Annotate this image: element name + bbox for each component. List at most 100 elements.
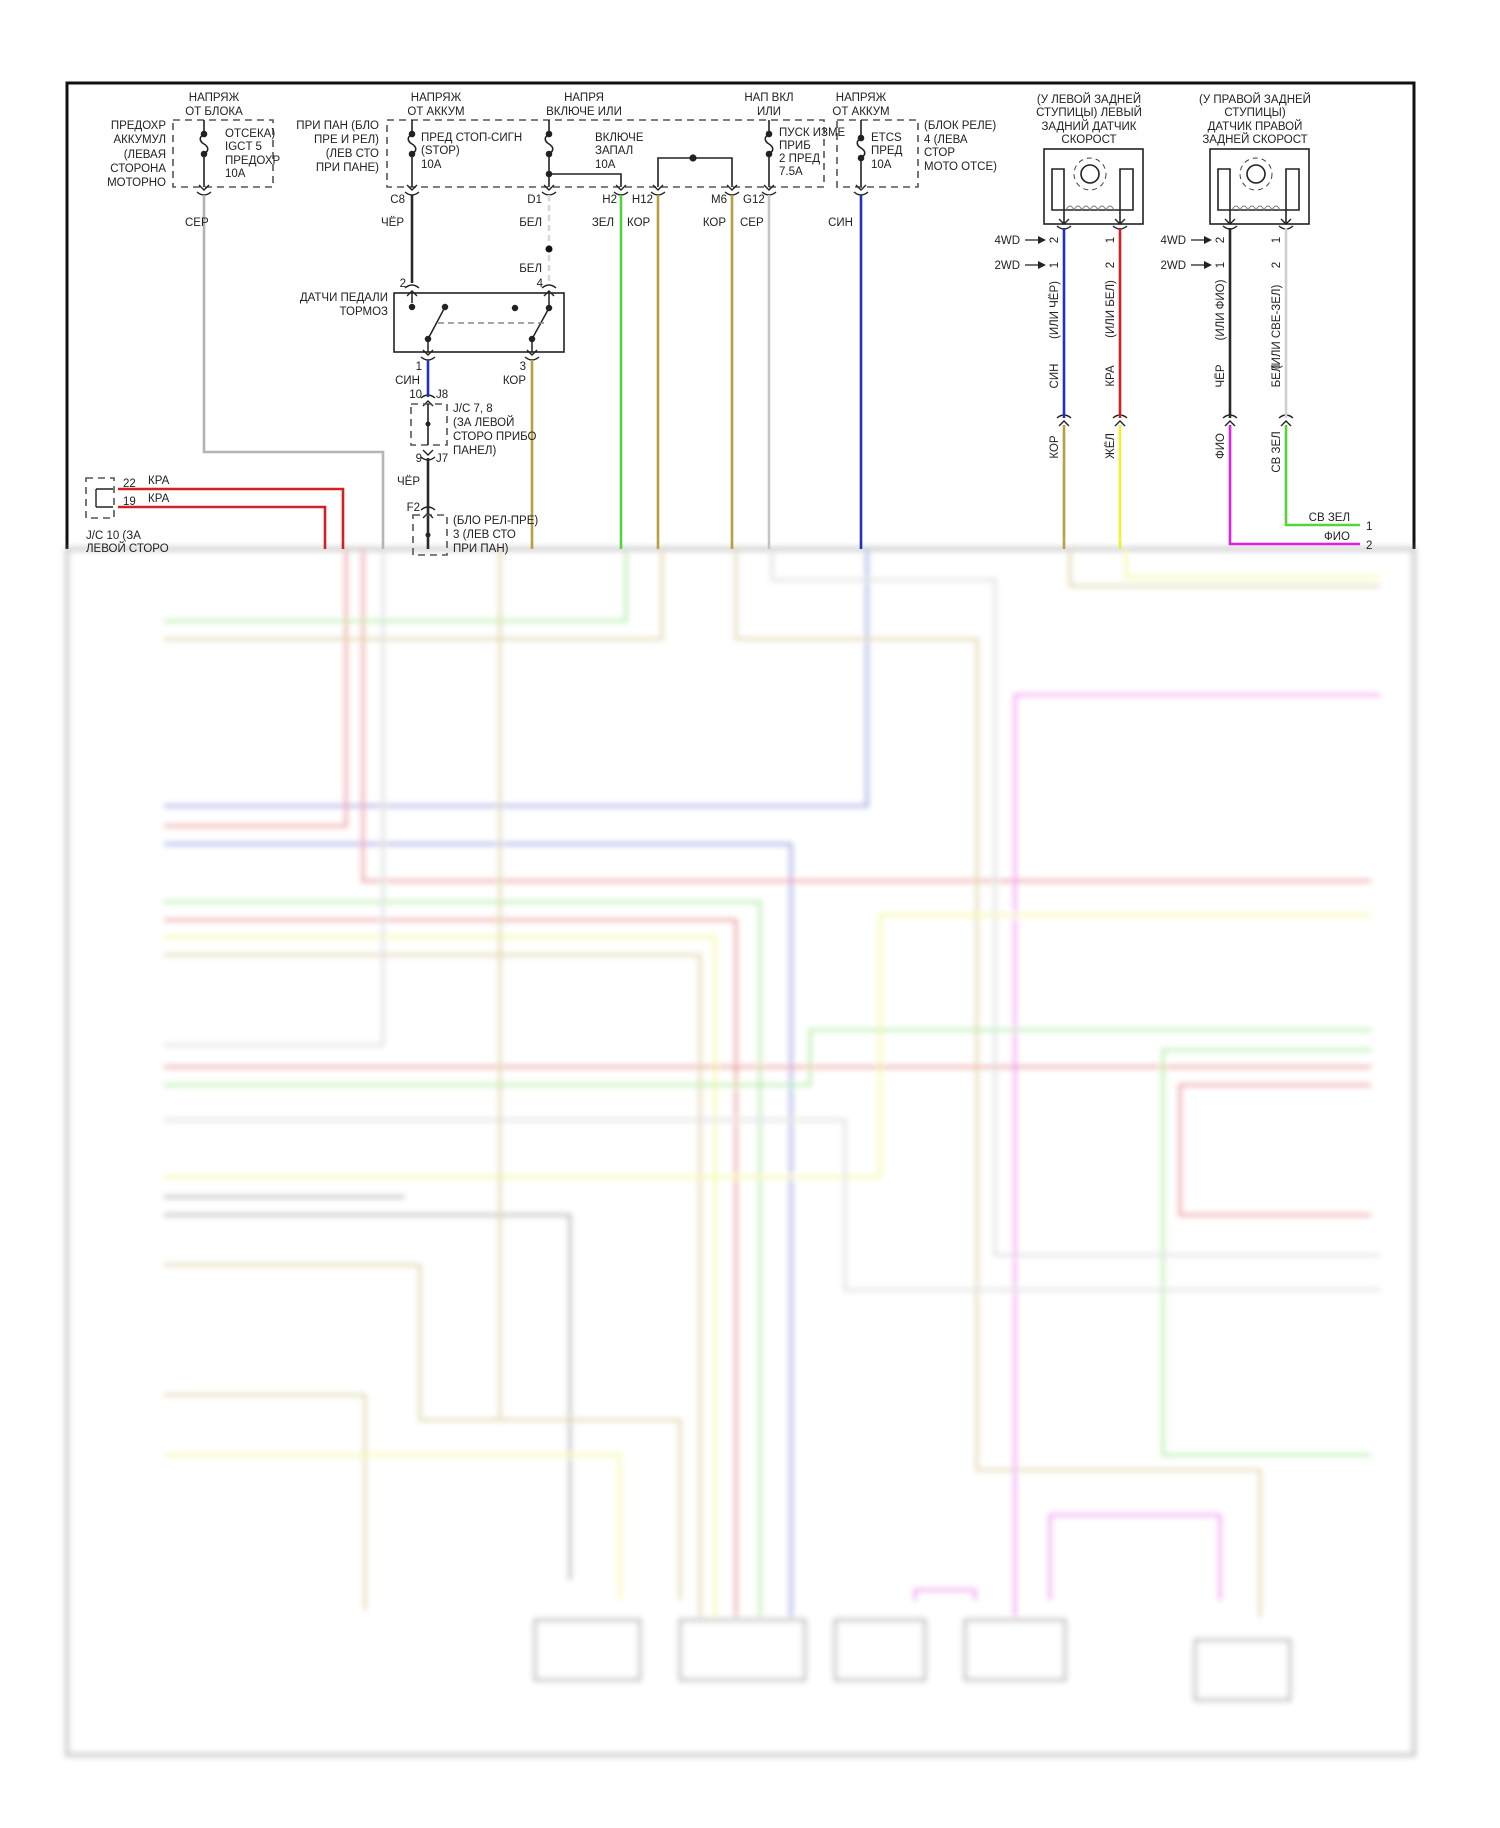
svg-text:ИЛИ: ИЛИ xyxy=(757,106,781,118)
svg-text:(ЗА ЛЕВОЙ: (ЗА ЛЕВОЙ xyxy=(453,416,514,429)
junction-connector-7-8: 10 J8 9 J7 J/C 7, 8 (ЗА ЛЕВОЙ СТОРО ПРИБ… xyxy=(409,389,536,465)
svg-text:1: 1 xyxy=(1215,262,1227,268)
svg-text:ПРЕДОХР: ПРЕДОХР xyxy=(111,120,166,132)
svg-text:СТУПИЦЫ) ЛЕВЫЙ: СТУПИЦЫ) ЛЕВЫЙ xyxy=(1036,106,1142,119)
svg-text:СТУПИЦЫ): СТУПИЦЫ) xyxy=(1224,107,1285,119)
svg-text:1: 1 xyxy=(1105,237,1117,243)
ignition-splice xyxy=(545,170,622,187)
top-wires xyxy=(118,195,863,549)
svg-text:H2: H2 xyxy=(602,194,617,206)
svg-text:ЗАДНИЙ ДАТЧИК: ЗАДНИЙ ДАТЧИК xyxy=(1041,120,1136,133)
svg-text:КОР: КОР xyxy=(1049,435,1061,459)
svg-text:ПУСК ИЗМЕ: ПУСК ИЗМЕ xyxy=(779,127,846,139)
svg-text:НАПРЯ: НАПРЯ xyxy=(564,92,604,104)
svg-text:J/C 7, 8: J/C 7, 8 xyxy=(453,403,493,415)
svg-text:2: 2 xyxy=(1105,262,1117,268)
svg-text:НАПРЯЖ: НАПРЯЖ xyxy=(836,92,887,104)
svg-text:ПРИ ПАНЕ): ПРИ ПАНЕ) xyxy=(316,162,379,174)
svg-text:СИН: СИН xyxy=(395,375,420,387)
engine-fuse-box xyxy=(172,119,274,188)
svg-text:10A: 10A xyxy=(871,159,892,171)
svg-text:IGCT 5: IGCT 5 xyxy=(225,141,262,153)
fuse-icon xyxy=(407,120,417,187)
left-rear-speed-sensor: (У ЛЕВОЙ ЗАДНЕЙ СТУПИЦЫ) ЛЕВЫЙ ЗАДНИЙ ДА… xyxy=(994,93,1144,549)
svg-text:ФИО: ФИО xyxy=(1215,433,1227,459)
svg-text:10A: 10A xyxy=(421,159,442,171)
svg-text:СТОРОНА: СТОРОНА xyxy=(110,163,166,175)
svg-text:ОТ АККУМ: ОТ АККУМ xyxy=(832,106,889,118)
svg-text:C8: C8 xyxy=(390,194,405,206)
svg-text:G12: G12 xyxy=(743,194,765,206)
svg-text:4WD: 4WD xyxy=(994,235,1020,247)
svg-text:2: 2 xyxy=(1215,237,1227,243)
svg-text:ПРЕДОХР: ПРЕДОХР xyxy=(225,155,280,167)
svg-text:2: 2 xyxy=(1366,540,1372,552)
svg-text:МОТОРНО: МОТОРНО xyxy=(107,177,166,189)
fuse-box-labels: ПРЕДОХР АККУМУЛ (ЛЕВАЯ СТОРОНА МОТОРНО О… xyxy=(107,120,997,189)
svg-text:БЕЛ: БЕЛ xyxy=(1271,365,1283,388)
svg-text:J8: J8 xyxy=(436,389,448,401)
svg-text:СИН: СИН xyxy=(1049,364,1061,389)
relay-block-3: F2 (БЛО РЕЛ-ПРЕ) 3 (ЛЕВ СТО ПРИ ПАН) xyxy=(407,502,538,556)
svg-text:(ИЛИ БЕЛ): (ИЛИ БЕЛ) xyxy=(1105,280,1117,338)
svg-text:(ЛЕВАЯ: (ЛЕВАЯ xyxy=(124,149,166,161)
svg-text:НАПРЯЖ: НАПРЯЖ xyxy=(189,92,240,104)
h12-m6-bridge xyxy=(657,154,733,187)
svg-text:ПРЕД СТОП-СИГН: ПРЕД СТОП-СИГН xyxy=(421,132,522,144)
svg-text:ТОРМОЗ: ТОРМОЗ xyxy=(340,306,389,318)
panel-fuse-box xyxy=(386,119,825,188)
svg-text:НАП ВКЛ: НАП ВКЛ xyxy=(744,92,793,104)
fuse-icon xyxy=(856,120,866,187)
svg-text:СВ ЗЕЛ: СВ ЗЕЛ xyxy=(1271,431,1283,472)
svg-text:2 ПРЕД: 2 ПРЕД xyxy=(779,153,820,165)
svg-text:КОР: КОР xyxy=(627,217,651,229)
svg-text:ЧЁР: ЧЁР xyxy=(381,217,404,229)
svg-text:КОР: КОР xyxy=(503,375,527,387)
svg-text:ПРИ ПАН (БЛО: ПРИ ПАН (БЛО xyxy=(296,120,379,132)
svg-text:10A: 10A xyxy=(595,159,616,171)
svg-text:ОТСЕКА): ОТСЕКА) xyxy=(225,128,275,140)
wire-color-labels: СЕР ЧЁР БЕЛ ЗЕЛ КОР КОР СЕР СИН БЕЛ СИН … xyxy=(148,217,853,505)
blurred-lower-diagram xyxy=(65,547,1416,1757)
right-rear-speed-sensor: (У ПРАВОЙ ЗАДНЕЙ СТУПИЦЫ) ДАТЧИК ПРАВОЙ … xyxy=(1160,93,1372,552)
svg-text:СКОРОСТ: СКОРОСТ xyxy=(1061,134,1116,146)
svg-text:ОТ АККУМ: ОТ АККУМ xyxy=(407,106,464,118)
svg-text:D1: D1 xyxy=(527,194,542,206)
svg-text:1: 1 xyxy=(1271,237,1283,243)
svg-text:КОР: КОР xyxy=(703,217,727,229)
svg-text:3: 3 xyxy=(520,361,526,373)
svg-text:БЕЛ: БЕЛ xyxy=(519,263,542,275)
wire-gray-fuse-igct xyxy=(202,195,385,549)
fuse-icon xyxy=(764,120,774,187)
svg-text:M6: M6 xyxy=(711,194,727,206)
svg-text:ФИО: ФИО xyxy=(1324,531,1350,543)
svg-text:(У ЛЕВОЙ ЗАДНЕЙ: (У ЛЕВОЙ ЗАДНЕЙ xyxy=(1037,93,1141,106)
svg-text:КРА: КРА xyxy=(148,475,170,487)
fuse-icon xyxy=(544,120,554,187)
svg-text:(ИЛИ ЧЁР): (ИЛИ ЧЁР) xyxy=(1049,281,1061,339)
svg-text:ЗАДНЕЙ СКОРОСТ: ЗАДНЕЙ СКОРОСТ xyxy=(1202,133,1307,146)
svg-text:БЕЛ: БЕЛ xyxy=(519,217,542,229)
svg-text:КРА: КРА xyxy=(1105,365,1117,387)
svg-text:1: 1 xyxy=(1366,521,1372,533)
svg-text:(ЛЕВ СТО: (ЛЕВ СТО xyxy=(326,148,379,160)
svg-text:3 (ЛЕВ СТО: 3 (ЛЕВ СТО xyxy=(453,529,516,541)
svg-text:J7: J7 xyxy=(436,453,448,465)
svg-text:(БЛО РЕЛ-ПРЕ): (БЛО РЕЛ-ПРЕ) xyxy=(453,515,538,527)
svg-text:ОТ БЛОКА: ОТ БЛОКА xyxy=(185,106,243,118)
svg-text:9: 9 xyxy=(416,453,422,465)
svg-text:СТОР: СТОР xyxy=(924,147,955,159)
connector-icons xyxy=(196,184,1294,519)
svg-text:СЕР: СЕР xyxy=(740,217,764,229)
svg-text:J/C 10 (ЗА: J/C 10 (ЗА xyxy=(86,530,141,542)
connector-icon xyxy=(541,284,557,297)
svg-text:4: 4 xyxy=(537,278,544,290)
svg-text:2WD: 2WD xyxy=(994,260,1020,272)
fuse-icon xyxy=(199,120,209,187)
svg-text:19: 19 xyxy=(123,496,136,508)
svg-text:2: 2 xyxy=(400,278,406,290)
svg-text:ПРЕ И РЕЛ): ПРЕ И РЕЛ) xyxy=(314,134,379,146)
svg-text:(STOP): (STOP) xyxy=(421,145,460,157)
svg-text:ДАТЧИ ПЕДАЛИ: ДАТЧИ ПЕДАЛИ xyxy=(300,292,388,304)
